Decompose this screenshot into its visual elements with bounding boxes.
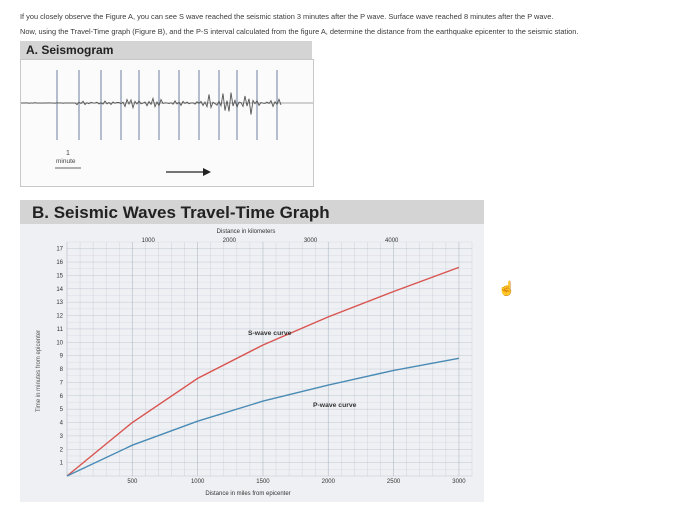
- y-tick-label: 16: [56, 260, 63, 266]
- y-tick-label: 17: [56, 247, 63, 253]
- y-tick-label: 8: [60, 367, 64, 373]
- y-tick-label: 13: [56, 300, 63, 306]
- bottom-axis-label: Distance in miles from epicenter: [205, 491, 290, 497]
- s-wave-label: S-wave curve: [248, 330, 292, 337]
- y-tick-label: 11: [57, 327, 64, 333]
- s-wave-curve: [66, 266, 460, 477]
- hand-pointer-icon: ☝: [498, 280, 516, 296]
- question-text-line-2: Now, using the Travel-Time graph (Figure…: [20, 27, 579, 36]
- graph-title: B. Seismic Waves Travel-Time Graph: [20, 200, 484, 224]
- top-tick-label: 1000: [141, 238, 155, 244]
- y-tick-label: 14: [56, 287, 63, 293]
- x-tick-label: 3000: [452, 479, 466, 485]
- y-tick-label: 6: [60, 394, 64, 400]
- question-text-line-1: If you closely observe the Figure A, you…: [20, 12, 554, 21]
- x-tick-label: 2000: [322, 479, 336, 485]
- y-tick-label: 15: [56, 273, 63, 279]
- top-axis-label: Distance in kilometers: [217, 229, 276, 235]
- y-axis-label: Time in minutes from epicenter: [36, 330, 42, 412]
- seismogram-trace: [20, 92, 282, 115]
- seismogram-title: A. Seismogram: [20, 41, 312, 59]
- travel-time-graph: Distance in kilometers Distance in miles…: [20, 224, 484, 502]
- y-tick-label: 5: [60, 407, 64, 413]
- scale-number: 1: [66, 150, 70, 157]
- x-tick-label: 1500: [256, 479, 270, 485]
- seismogram-figure: 1 minute: [20, 70, 313, 176]
- y-tick-label: 10: [56, 340, 63, 346]
- travel-time-chart: Distance in kilometers Distance in miles…: [20, 224, 484, 502]
- y-tick-label: 1: [60, 461, 64, 467]
- y-tick-label: 3: [60, 434, 64, 440]
- y-tick-label: 2: [60, 447, 64, 453]
- y-tick-label: 7: [60, 380, 64, 386]
- seismogram-panel: 1 minute: [20, 59, 314, 187]
- arrow-right-head: [203, 168, 211, 176]
- y-tick-label: 4: [60, 421, 64, 427]
- top-tick-label: 2000: [223, 238, 237, 244]
- top-tick-label: 3000: [304, 238, 318, 244]
- y-tick-label: 12: [56, 314, 63, 320]
- x-tick-label: 2500: [387, 479, 401, 485]
- x-tick-label: 500: [127, 479, 138, 485]
- x-tick-label: 1000: [191, 479, 205, 485]
- top-tick-label: 4000: [385, 238, 399, 244]
- scale-label: minute: [56, 158, 76, 165]
- y-tick-label: 9: [60, 354, 64, 360]
- p-wave-label: P-wave curve: [313, 402, 357, 409]
- p-wave-curve: [66, 357, 460, 477]
